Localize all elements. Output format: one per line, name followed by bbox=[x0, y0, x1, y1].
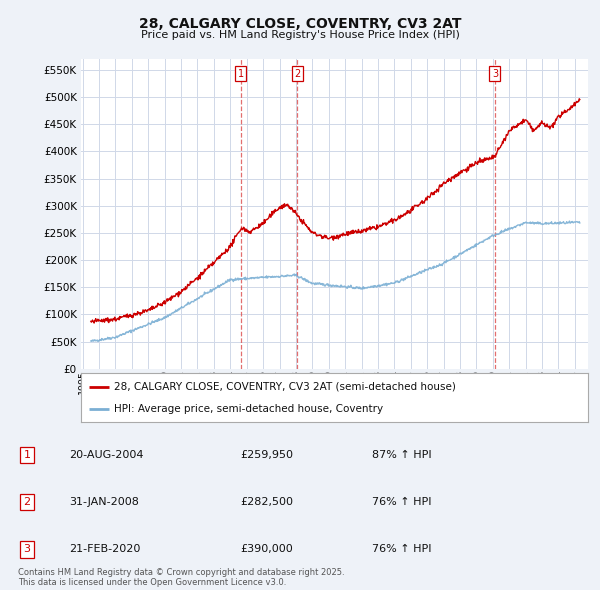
Text: £282,500: £282,500 bbox=[240, 497, 293, 507]
Text: 3: 3 bbox=[23, 545, 31, 554]
Text: 31-JAN-2008: 31-JAN-2008 bbox=[69, 497, 139, 507]
Text: 76% ↑ HPI: 76% ↑ HPI bbox=[372, 497, 431, 507]
Text: 28, CALGARY CLOSE, COVENTRY, CV3 2AT (semi-detached house): 28, CALGARY CLOSE, COVENTRY, CV3 2AT (se… bbox=[114, 382, 456, 392]
Text: 28, CALGARY CLOSE, COVENTRY, CV3 2AT: 28, CALGARY CLOSE, COVENTRY, CV3 2AT bbox=[139, 17, 461, 31]
Text: Price paid vs. HM Land Registry's House Price Index (HPI): Price paid vs. HM Land Registry's House … bbox=[140, 30, 460, 40]
Text: £390,000: £390,000 bbox=[240, 545, 293, 554]
Text: 76% ↑ HPI: 76% ↑ HPI bbox=[372, 545, 431, 554]
Text: Contains HM Land Registry data © Crown copyright and database right 2025.
This d: Contains HM Land Registry data © Crown c… bbox=[18, 568, 344, 587]
Text: 2: 2 bbox=[23, 497, 31, 507]
Text: £259,950: £259,950 bbox=[240, 450, 293, 460]
Text: 3: 3 bbox=[492, 68, 498, 78]
Text: 1: 1 bbox=[23, 450, 31, 460]
Text: 2: 2 bbox=[294, 68, 301, 78]
Text: HPI: Average price, semi-detached house, Coventry: HPI: Average price, semi-detached house,… bbox=[114, 404, 383, 414]
Text: 1: 1 bbox=[238, 68, 244, 78]
Text: 20-AUG-2004: 20-AUG-2004 bbox=[69, 450, 143, 460]
Text: 87% ↑ HPI: 87% ↑ HPI bbox=[372, 450, 431, 460]
Text: 21-FEB-2020: 21-FEB-2020 bbox=[69, 545, 140, 554]
